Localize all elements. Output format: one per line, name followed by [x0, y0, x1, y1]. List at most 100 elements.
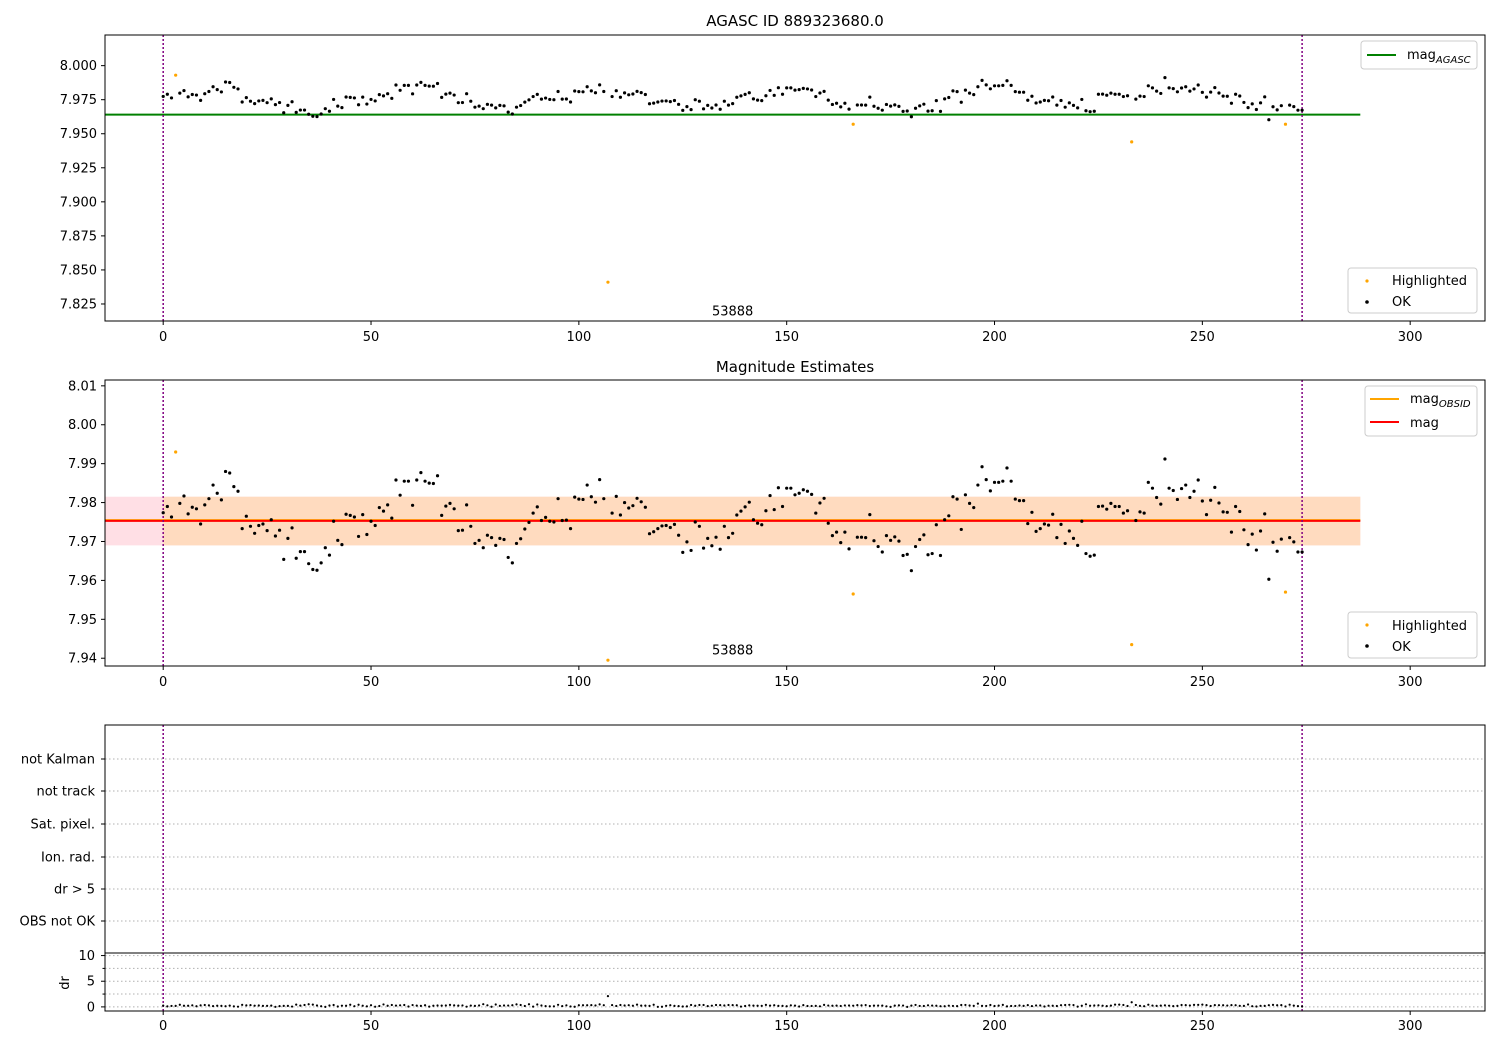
dr-point	[573, 1005, 576, 1008]
dr-point	[1080, 1004, 1083, 1007]
panel3-flags-plot: OBS not OK dr > 5 Ion. rad. Sat. pixel. not …	[20, 724, 1486, 954]
ok-point	[560, 97, 564, 101]
dr-point	[1172, 1005, 1175, 1008]
ok-point	[772, 93, 776, 97]
ok-point	[1100, 92, 1105, 96]
ok-point	[1175, 497, 1180, 502]
ok-point	[972, 506, 976, 510]
ok-point	[918, 537, 922, 542]
ok-point	[1254, 107, 1258, 112]
ok-point	[652, 530, 656, 534]
ok-point	[1134, 518, 1138, 523]
dr-point	[1001, 1003, 1004, 1006]
ok-point	[785, 486, 789, 490]
y-tick-label: 10	[78, 949, 95, 964]
dr-point	[411, 1003, 414, 1007]
ok-point	[282, 557, 286, 561]
ok-point	[1109, 91, 1113, 95]
ok-point	[552, 520, 556, 524]
dr-point	[615, 1004, 618, 1008]
ok-point	[955, 497, 959, 501]
dr-point	[835, 1004, 838, 1007]
dr-point	[814, 1004, 817, 1007]
ok-point	[568, 100, 573, 104]
ok-point	[240, 100, 244, 104]
dr-point	[257, 1004, 260, 1007]
ok-point	[1175, 90, 1180, 94]
ok-point	[336, 538, 340, 542]
ok-point	[386, 92, 390, 96]
dr-point	[623, 1004, 626, 1007]
dr-point	[494, 1003, 497, 1006]
dr-point	[793, 1004, 797, 1007]
dr-point	[1068, 1003, 1071, 1006]
ok-point	[893, 103, 897, 107]
ok-point	[1117, 504, 1121, 509]
ok-point	[776, 86, 780, 90]
ok-point	[207, 497, 211, 501]
ok-point	[743, 92, 747, 96]
ok-point	[261, 522, 265, 526]
ok-point	[577, 497, 581, 501]
ok-point	[739, 94, 743, 98]
ok-point	[544, 96, 548, 100]
ok-point	[602, 497, 606, 501]
dr-point	[502, 1004, 506, 1007]
ok-point	[905, 109, 909, 113]
flag-category-label: not track	[36, 785, 95, 800]
ok-point	[498, 103, 502, 108]
ok-point	[1076, 543, 1080, 547]
dr-point	[1259, 1004, 1262, 1007]
legend-ok-marker-2	[1365, 644, 1369, 648]
ok-point	[1192, 87, 1196, 91]
ok-point	[323, 107, 327, 111]
ok-point	[677, 102, 681, 106]
ok-point	[768, 88, 772, 93]
dr-point	[428, 1005, 431, 1008]
ok-point	[535, 92, 539, 96]
ok-point	[581, 90, 585, 94]
ok-point	[290, 100, 294, 104]
dr-point	[935, 1004, 938, 1007]
ok-point	[323, 546, 327, 550]
dr-point	[681, 1005, 684, 1008]
dr-point	[976, 1002, 979, 1005]
ok-point	[1022, 90, 1026, 94]
dr-point	[1105, 1005, 1108, 1008]
ok-point	[905, 552, 909, 556]
ok-point	[381, 509, 386, 513]
x-tick-label: 50	[363, 330, 380, 345]
y-tick-label: 8.000	[60, 59, 97, 74]
ok-point	[751, 518, 756, 522]
ok-point	[1092, 109, 1096, 113]
ok-point	[178, 501, 182, 505]
ok-point	[523, 527, 527, 531]
dr-point	[744, 1004, 747, 1008]
dr-point	[403, 1003, 406, 1007]
ok-point	[668, 99, 672, 104]
dr-point	[1047, 1004, 1050, 1007]
dr-point	[872, 1004, 876, 1007]
dr-point	[852, 1004, 855, 1007]
dr-point	[1251, 1005, 1254, 1008]
ok-point	[423, 479, 427, 483]
ok-point	[897, 104, 901, 108]
ok-point	[1117, 92, 1121, 96]
dr-point	[386, 1004, 389, 1007]
ok-point	[1246, 542, 1250, 547]
ok-point	[1084, 551, 1088, 556]
dr-point	[644, 1004, 647, 1007]
ok-point	[627, 506, 631, 510]
ok-point	[901, 109, 905, 114]
dr-point	[673, 1004, 676, 1007]
ok-point	[465, 503, 469, 507]
ok-point	[780, 504, 785, 509]
dr-point	[1093, 1004, 1096, 1007]
ok-point	[506, 110, 510, 114]
dr-point	[419, 1004, 423, 1007]
legend-panel2-bottom: Highlighted OK	[1347, 611, 1478, 659]
dr-point	[286, 1004, 289, 1007]
ok-point	[660, 524, 664, 528]
ok-point	[627, 93, 631, 97]
